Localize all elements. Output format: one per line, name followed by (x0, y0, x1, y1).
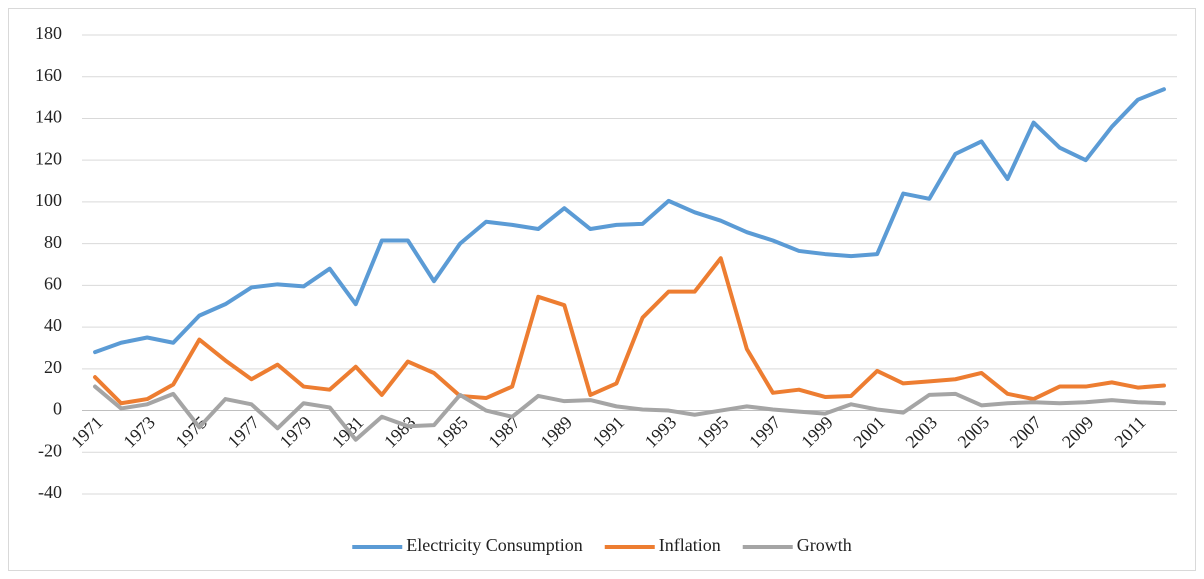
legend-label: Inflation (659, 535, 721, 555)
y-tick-label: 20 (44, 357, 62, 377)
series-line (93, 87, 1166, 355)
y-tick-label: 180 (35, 23, 62, 43)
y-tick-label: -40 (38, 482, 62, 502)
y-tick-label: 40 (44, 315, 62, 335)
y-tick-label: 100 (35, 190, 62, 210)
legend-label: Growth (797, 535, 852, 555)
series-line (93, 256, 1166, 406)
y-tick-label: 80 (44, 232, 62, 252)
y-tick-label: 60 (44, 273, 62, 293)
y-tick-label: 160 (35, 65, 62, 85)
y-tick-label: 120 (35, 148, 62, 168)
y-tick-label: 140 (35, 107, 62, 127)
legend-label: Electricity Consumption (406, 535, 582, 555)
chart-frame (8, 8, 1196, 571)
y-tick-label: -20 (38, 440, 62, 460)
series-line (93, 384, 1166, 442)
y-tick-label: 0 (53, 399, 62, 419)
